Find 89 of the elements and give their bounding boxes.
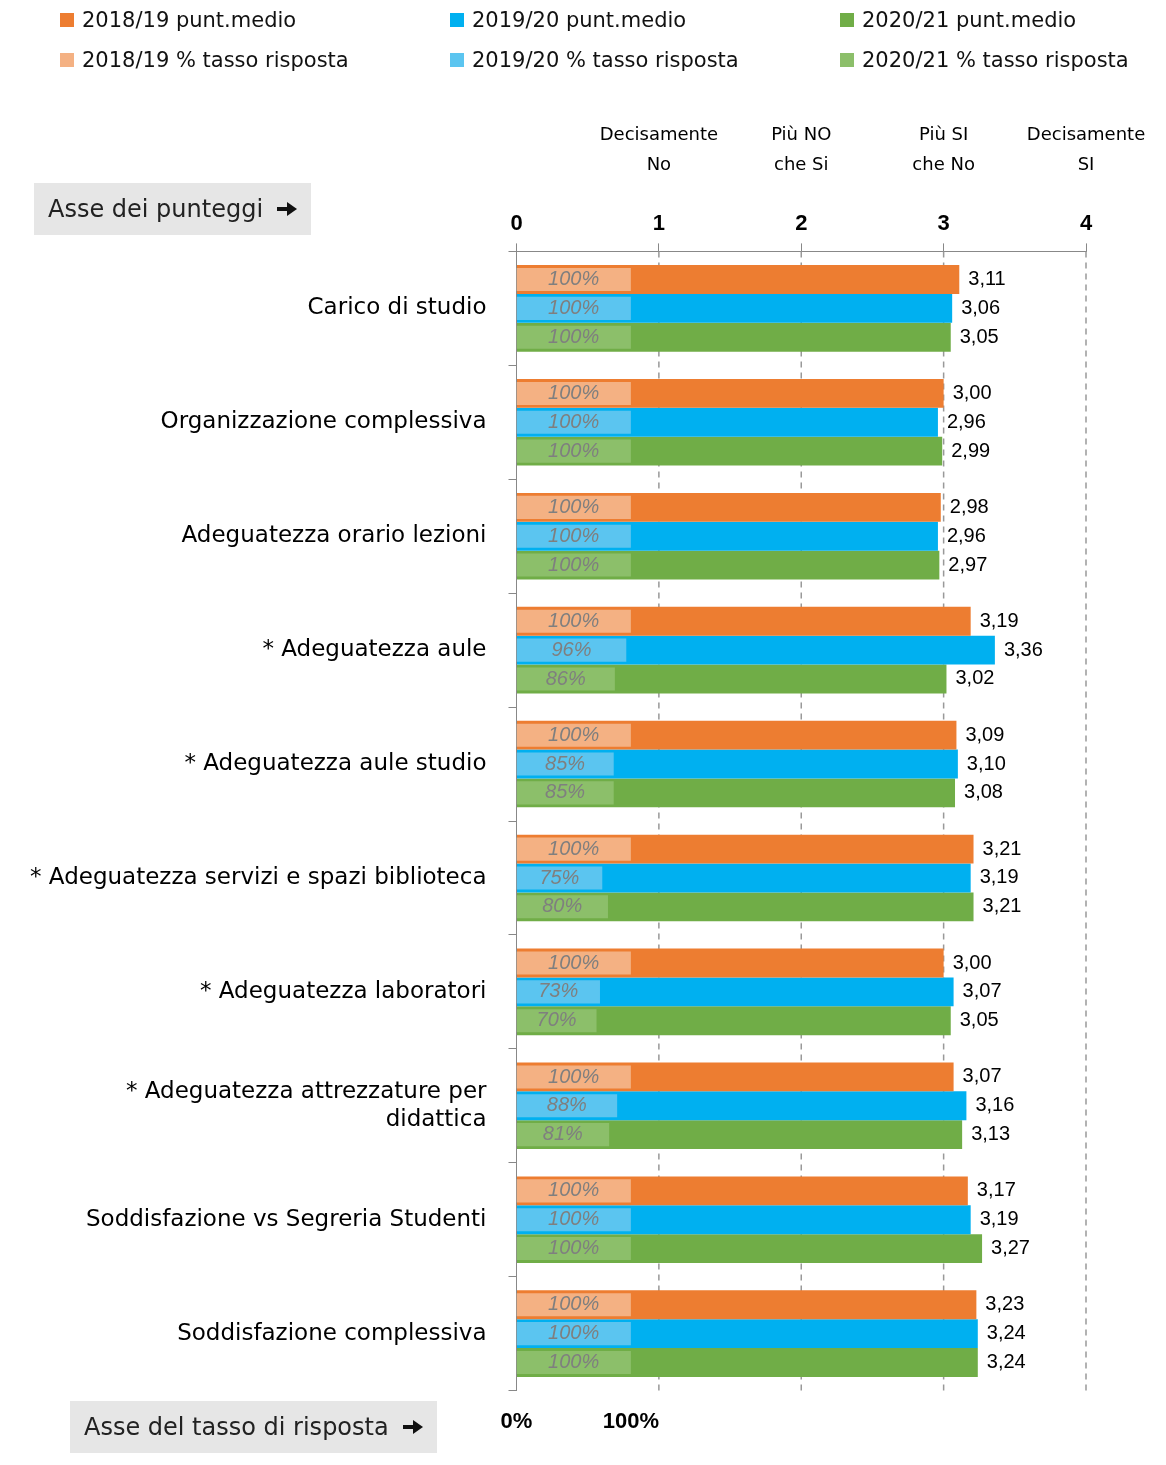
data-label: 100% — [548, 409, 600, 432]
data-label: 2,96 — [946, 409, 986, 432]
legend-label: 2020/21 % tasso risposta — [862, 48, 1129, 72]
y-tick-label: Carico di studio — [307, 293, 487, 320]
data-label: 100% — [548, 295, 600, 318]
data-label: 3,19 — [979, 1207, 1019, 1230]
data-label: 2,97 — [948, 552, 988, 575]
data-label: 3,19 — [979, 608, 1019, 631]
data-label: 100% — [548, 950, 600, 973]
data-label: 100% — [548, 267, 600, 290]
data-label: 100% — [548, 722, 600, 745]
data-label: 100% — [548, 552, 600, 575]
x-tick-label: 1 — [652, 210, 666, 236]
data-label: 75% — [539, 865, 580, 888]
data-label: 70% — [536, 1008, 577, 1031]
data-label: 88% — [546, 1093, 587, 1116]
data-label: 100% — [548, 523, 600, 546]
x-tick-label: 2 — [795, 210, 808, 236]
data-label: 100% — [548, 1236, 600, 1259]
data-label: 3,05 — [959, 324, 999, 347]
data-label: 3,07 — [962, 979, 1002, 1002]
text: Asse del tasso di risposta — [84, 1412, 389, 1441]
data-label: 3,00 — [952, 380, 992, 403]
data-label: 3,02 — [955, 666, 995, 689]
data-label: 85% — [545, 780, 586, 803]
data-label: 3,05 — [959, 1008, 999, 1031]
data-label: 100% — [548, 1321, 600, 1344]
data-label: 80% — [542, 894, 583, 917]
data-label: 3,27 — [991, 1236, 1031, 1259]
y-tick-label: Organizzazione complessiva — [160, 407, 487, 434]
data-label: 85% — [545, 751, 586, 774]
legend-label: 2018/19 % tasso risposta — [82, 48, 349, 72]
x-tick-label: 0 — [510, 210, 523, 236]
data-label: 100% — [548, 608, 600, 631]
x2-tick-label: 100% — [602, 1407, 659, 1433]
y-tick-label: Soddisfazione vs Segreria Studenti — [85, 1204, 487, 1231]
data-label: 100% — [548, 324, 600, 347]
data-label: 3,10 — [966, 751, 1006, 774]
data-label: 100% — [548, 1178, 600, 1201]
data-label: 3,11 — [968, 267, 1006, 290]
data-label: 3,08 — [964, 780, 1003, 803]
y-tick-label: Soddisfazione complessiva — [177, 1318, 487, 1345]
text: Più SI che No — [912, 122, 975, 174]
data-label: 3,21 — [982, 894, 1022, 917]
data-label: 3,17 — [976, 1178, 1016, 1201]
data-label: 3,19 — [979, 865, 1019, 888]
data-label: 3,24 — [986, 1350, 1026, 1373]
y-tick-label: Adeguatezza orario lezioni — [181, 521, 487, 548]
y-tick-label: * Adeguatezza laboratori — [199, 976, 487, 1003]
data-label: 2,96 — [946, 523, 986, 546]
text: Asse dei punteggi — [48, 195, 264, 223]
y-tick-label: * Adeguatezza aule studio — [184, 749, 487, 776]
data-label: 3,06 — [961, 295, 1001, 318]
data-label: 2,98 — [949, 494, 989, 517]
legend-label: 2019/20 punt.medio — [472, 8, 687, 32]
data-label: 81% — [542, 1122, 583, 1145]
data-label: 3,21 — [982, 836, 1022, 859]
text: Più NO che Si — [771, 122, 832, 174]
text: Decisamente SI — [1026, 122, 1146, 174]
legend-label: 2020/21 punt.medio — [862, 8, 1077, 32]
data-label: 86% — [545, 666, 586, 689]
data-label: 100% — [548, 380, 600, 403]
y-tick-label: * Adeguatezza aule — [262, 635, 487, 662]
data-label: 3,23 — [985, 1292, 1025, 1315]
data-label: 3,16 — [975, 1093, 1015, 1116]
data-label: 100% — [548, 1064, 600, 1087]
legend-label: 2019/20 % tasso risposta — [472, 48, 739, 72]
data-label: 2,99 — [951, 438, 991, 461]
legend-label: 2018/19 punt.medio — [82, 8, 297, 32]
data-label: 100% — [548, 1350, 600, 1373]
x-tick-label: 4 — [1079, 210, 1093, 236]
x2-tick-label: 0% — [500, 1407, 533, 1433]
data-label: 100% — [548, 836, 600, 859]
data-label: 100% — [548, 1207, 600, 1230]
data-label: 3,07 — [962, 1064, 1002, 1087]
data-label: 3,09 — [965, 722, 1005, 745]
data-label: 3,24 — [986, 1321, 1026, 1344]
data-label: 3,36 — [1003, 637, 1043, 660]
data-label: 100% — [548, 1292, 600, 1315]
text: Decisamente No — [599, 122, 719, 174]
x-tick-label: 3 — [937, 210, 950, 236]
data-label: 100% — [548, 438, 600, 461]
y-tick-label: * Adeguatezza attrezzature per didattica — [125, 1076, 488, 1131]
y-tick-label: * Adeguatezza servizi e spazi biblioteca — [29, 862, 487, 889]
data-label: 96% — [551, 637, 592, 660]
data-label: 3,13 — [971, 1122, 1011, 1145]
data-label: 100% — [548, 494, 600, 517]
data-label: 3,00 — [952, 950, 992, 973]
data-label: 73% — [538, 979, 579, 1002]
